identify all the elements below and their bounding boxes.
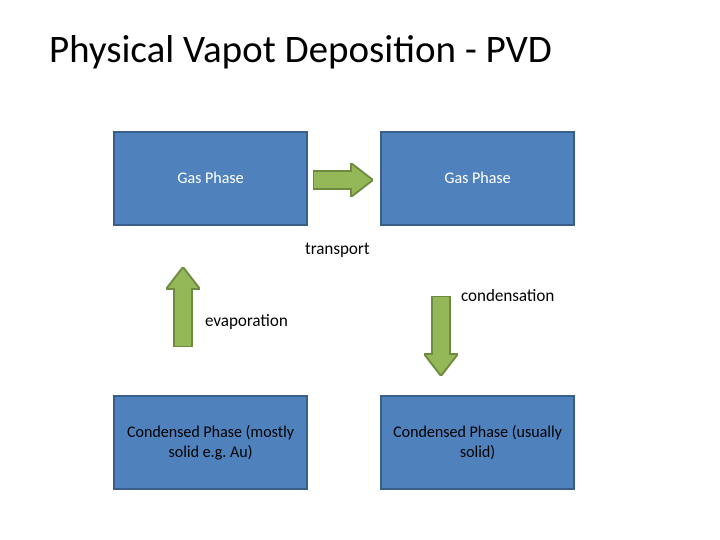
box-condensed-phase-left: Condensed Phase (mostly solid e.g. Au) — [113, 395, 308, 490]
box-condensed-phase-right: Condensed Phase (usually solid) — [380, 395, 575, 490]
box-gas-phase-left: Gas Phase — [113, 131, 308, 226]
label-transport: transport — [305, 238, 370, 259]
label-evaporation: evaporation — [205, 310, 288, 331]
box-gas-phase-right: Gas Phase — [380, 131, 575, 226]
label-condensation: condensation — [461, 285, 554, 306]
arrow-down-icon — [424, 296, 458, 376]
arrow-right-icon — [313, 163, 373, 197]
page-title: Physical Vapot Deposition - PVD — [49, 26, 552, 73]
arrow-up-icon — [166, 267, 200, 347]
